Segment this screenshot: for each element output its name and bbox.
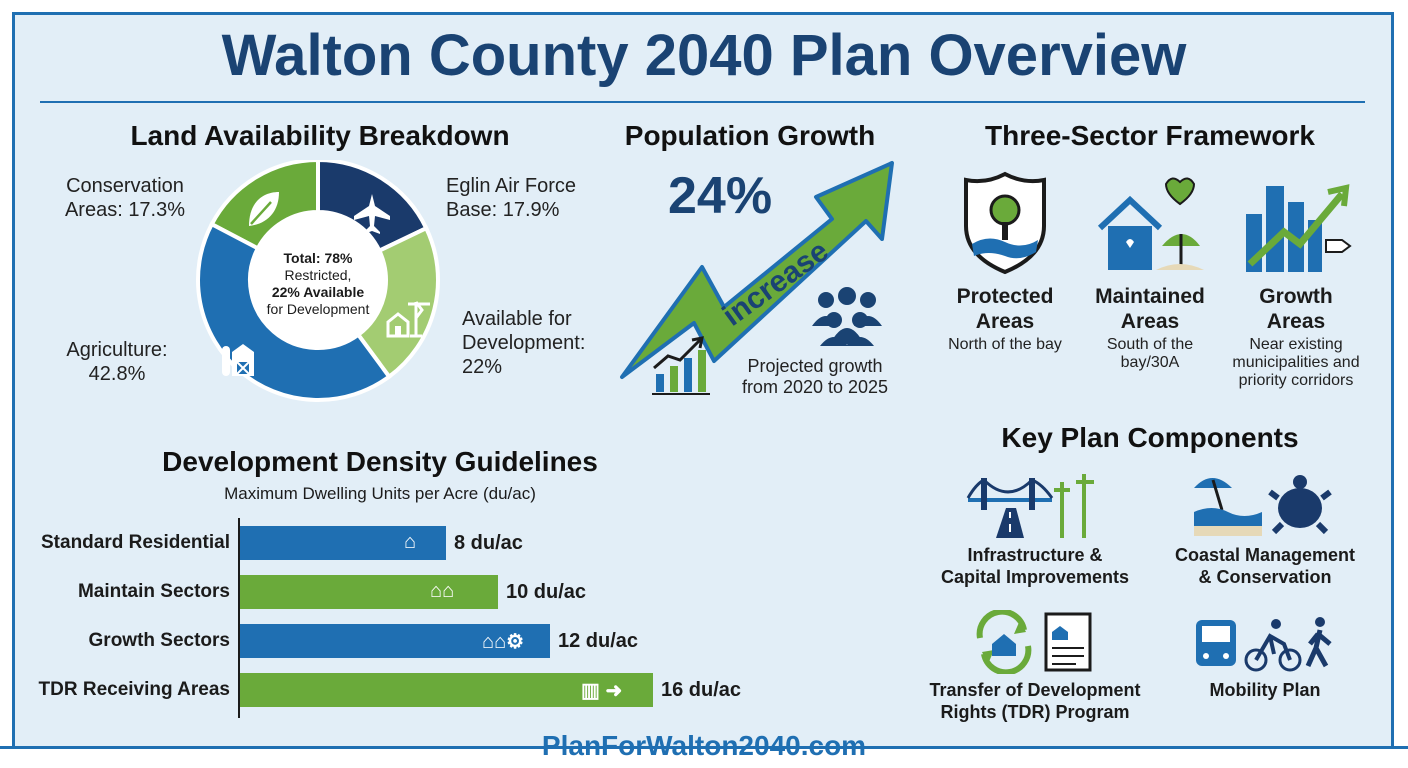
people-group-icon (812, 287, 882, 346)
page-title: Walton County 2040 Plan Overview (221, 23, 1187, 88)
center-restricted: Restricted, (284, 267, 352, 283)
center-total: Total: 78% (283, 250, 353, 266)
label-agriculture: Agriculture: 42.8% (66, 339, 168, 385)
donut-center (250, 212, 386, 348)
sector-protected-desc: North of the bay (948, 336, 1062, 353)
sector-maintained-desc: South of the bay/30A (1106, 336, 1194, 371)
bar-chart-icon (652, 336, 710, 395)
sector-protected-name: Protected Areas (956, 285, 1054, 333)
center-dev: for Development (266, 301, 370, 317)
population-caption: Projected growth from 2020 to 2025 (741, 356, 889, 397)
density-bar-label: TDR Receiving Areas (38, 679, 230, 700)
density-bar (240, 673, 653, 707)
jet-icon (354, 194, 390, 234)
density-bar (240, 526, 446, 560)
transfer-document-icon (976, 610, 1092, 674)
component-infrastructure: Infrastructure & Capital Improvements (940, 545, 1130, 587)
land-heading: Land Availability Breakdown (130, 120, 510, 151)
population-heading: Population Growth (624, 120, 876, 151)
houses-gear-icon: ⌂⌂⚙ (482, 631, 525, 653)
density-axis (238, 518, 240, 718)
density-bar-value: 8 du/ac (454, 532, 523, 554)
sector-growth-name: Growth Areas (1259, 285, 1333, 333)
footer-line-left (0, 746, 528, 749)
sector-growth-desc: Near existing municipalities and priority … (1232, 336, 1360, 389)
leaf-icon (249, 192, 279, 226)
bridge-road-icon (966, 474, 1094, 538)
density-subheading: Maximum Dwelling Units per Acre (du/ac) (224, 484, 536, 503)
component-tdr: Transfer of Development Rights (TDR) Prog… (929, 680, 1141, 722)
density-bar-label: Standard Residential (41, 532, 230, 553)
density-bar-label: Maintain Sectors (77, 581, 230, 602)
title-divider (40, 101, 1365, 103)
house-tree-icon: ⌂⌂ (430, 580, 455, 602)
footer-line-right (890, 746, 1408, 749)
sector-maintained-name: Maintained Areas (1095, 285, 1205, 333)
footer-url[interactable]: PlanForWalton2040.com (541, 730, 867, 761)
density-bar (240, 624, 550, 658)
density-bar-value: 12 du/ac (558, 630, 639, 652)
house-beach-icon (1097, 177, 1204, 270)
growth-arrow-icon: increase (620, 161, 894, 379)
density-bar (240, 575, 498, 609)
components-heading: Key Plan Components (1001, 422, 1299, 453)
city-growth-icon (1246, 184, 1352, 272)
bus-bike-walk-icon (1196, 617, 1332, 672)
density-heading: Development Density Guidelines (162, 446, 598, 477)
donut-center-text: Total: 78% Restricted, 22% Available for… (250, 250, 386, 318)
shield-tree-icon (964, 171, 1046, 275)
density-bar-value: 10 du/ac (506, 581, 587, 603)
beach-turtle-icon (1194, 475, 1332, 536)
density-bar-value: 16 du/ac (661, 679, 742, 701)
construction-icon (386, 301, 430, 338)
house-icon: ⌂ (404, 531, 417, 553)
framework-heading: Three-Sector Framework (985, 120, 1315, 151)
label-eglin: Eglin Air Force Base: 17.9% (446, 175, 577, 221)
barn-icon (222, 344, 254, 376)
buildings-arrow-icon: ▥ ➜ (581, 680, 623, 702)
label-available: Available for Development: 22% (462, 308, 586, 378)
center-available: 22% Available (271, 284, 365, 300)
density-bar-label: Growth Sectors (88, 630, 230, 651)
label-conservation: Conservation Areas: 17.3% (64, 175, 186, 221)
population-value: 24% (668, 167, 773, 225)
component-coastal: Coastal Management & Conservation (1174, 545, 1356, 587)
component-mobility: Mobility Plan (1209, 680, 1321, 700)
